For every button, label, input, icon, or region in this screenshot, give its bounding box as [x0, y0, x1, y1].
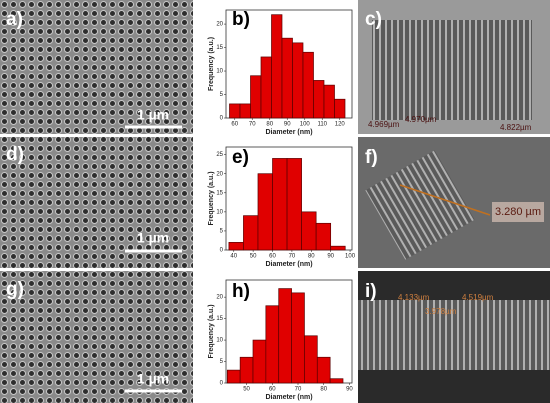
y-tick-label: 10 — [216, 209, 223, 215]
bar — [229, 103, 241, 119]
y-tick-label: 5 — [220, 229, 224, 235]
x-tick-label: 40 — [230, 254, 237, 260]
bar — [334, 98, 346, 119]
label-box — [492, 202, 544, 222]
measurement: 4.822µm — [500, 123, 532, 132]
bar — [329, 378, 344, 384]
panel-label: i) — [365, 281, 377, 302]
y-tick-label: 20 — [216, 171, 223, 177]
bar — [301, 211, 317, 251]
x-tick-label: 100 — [345, 254, 356, 260]
bar — [313, 80, 325, 119]
bar — [302, 51, 314, 119]
x-tick-label: 80 — [308, 254, 315, 260]
sem-image — [372, 20, 532, 120]
bar — [260, 56, 272, 119]
x-tick-label: 120 — [335, 122, 346, 128]
x-tick-label: 110 — [317, 122, 327, 128]
x-tick-label: 50 — [243, 387, 250, 393]
sem-image — [0, 137, 193, 268]
measurement: 4.969µm — [368, 120, 400, 129]
x-tick-label: 70 — [289, 254, 296, 260]
measurement: 3.978µm — [425, 307, 457, 316]
x-axis-label: Diameter (nm) — [265, 261, 312, 268]
bar — [330, 245, 346, 251]
x-axis-label: Diameter (nm) — [265, 129, 312, 136]
bar — [271, 14, 283, 119]
x-tick-label: 70 — [295, 387, 302, 393]
x-tick-label: 80 — [320, 387, 327, 393]
bar — [292, 42, 304, 119]
y-tick-label: 10 — [216, 69, 223, 75]
bar — [315, 222, 332, 251]
bar — [239, 103, 251, 119]
y-tick-label: 0 — [220, 248, 224, 254]
bar — [286, 158, 302, 251]
bar — [281, 37, 293, 119]
y-tick-label: 15 — [216, 190, 223, 196]
panel-label: b) — [232, 9, 250, 30]
x-tick-label: 50 — [250, 254, 257, 260]
x-tick-label: 60 — [269, 387, 276, 393]
y-tick-label: 15 — [216, 316, 223, 322]
bar — [228, 242, 244, 251]
x-tick-label: 90 — [346, 387, 353, 393]
measure-line — [399, 184, 491, 216]
x-axis-label: Diameter (nm) — [265, 394, 312, 401]
panel-label: c) — [365, 9, 382, 30]
y-axis-label: Frequency (a.u.) — [208, 37, 215, 91]
scale-label: 1 µm — [137, 230, 169, 246]
bar — [257, 173, 273, 251]
panel-label: e) — [232, 147, 249, 168]
bar — [304, 335, 318, 384]
x-tick-label: 90 — [327, 254, 334, 260]
bar — [250, 75, 262, 119]
y-tick-label: 0 — [220, 381, 224, 387]
measurement: 4.519µm — [462, 293, 494, 302]
x-tick-label: 100 — [300, 122, 311, 128]
measurement: 4.970µm — [405, 115, 437, 124]
bar — [265, 305, 280, 384]
bar — [278, 288, 292, 384]
sem-image — [0, 271, 193, 403]
y-axis-label: Frequency (a.u.) — [208, 304, 215, 358]
y-axis-label: Frequency (a.u.) — [208, 171, 215, 225]
scale-label: 1 µm — [137, 371, 169, 387]
sem-image — [358, 300, 550, 370]
y-tick-label: 20 — [216, 22, 223, 28]
sem-image — [0, 0, 193, 134]
bar — [323, 84, 335, 119]
y-tick-label: 5 — [220, 359, 224, 365]
sem-image — [365, 150, 475, 260]
x-tick-label: 60 — [231, 122, 238, 128]
measurement: 3.280 µm — [495, 206, 541, 218]
x-tick-label: 60 — [269, 254, 276, 260]
y-tick-label: 25 — [216, 152, 223, 158]
x-tick-label: 70 — [249, 122, 256, 128]
bar — [272, 158, 288, 251]
x-tick-label: 90 — [284, 122, 291, 128]
bar — [226, 369, 241, 384]
panel-label: h) — [232, 281, 250, 302]
panel-label: d) — [6, 144, 24, 165]
y-tick-label: 10 — [216, 338, 223, 344]
x-tick-label: 80 — [266, 122, 273, 128]
y-tick-label: 15 — [216, 45, 223, 51]
scale-label: 1 µm — [137, 107, 169, 123]
y-tick-label: 0 — [220, 116, 224, 122]
bar — [239, 356, 254, 384]
bar — [243, 215, 259, 251]
panel-label: f) — [365, 147, 378, 168]
y-tick-label: 5 — [220, 92, 224, 98]
bar — [316, 356, 331, 384]
bar — [252, 339, 267, 384]
measurement: 4.133µm — [398, 293, 430, 302]
bar — [291, 292, 305, 384]
y-tick-label: 20 — [216, 295, 223, 301]
panel-label: g) — [6, 279, 24, 300]
panel-label: a) — [6, 9, 23, 30]
